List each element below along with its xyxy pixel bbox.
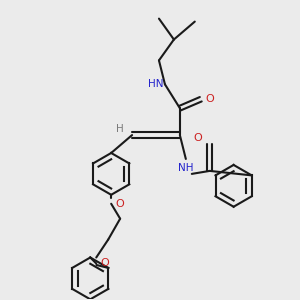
Text: NH: NH — [178, 163, 194, 173]
Text: O: O — [101, 259, 110, 269]
Text: O: O — [116, 199, 124, 209]
Text: O: O — [205, 94, 214, 104]
Text: O: O — [194, 133, 202, 143]
Text: HN: HN — [148, 79, 164, 89]
Text: H: H — [116, 124, 124, 134]
